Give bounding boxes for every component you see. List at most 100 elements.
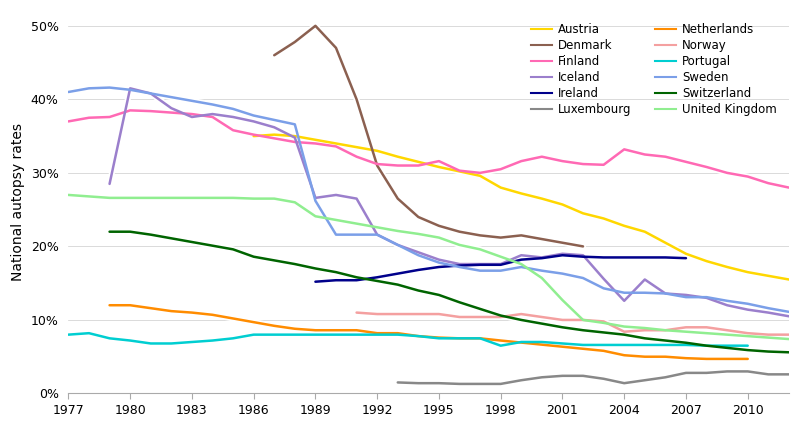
- Line: Switzerland: Switzerland: [110, 232, 789, 352]
- Iceland: [702, 295, 711, 300]
- Netherlands: [599, 348, 609, 354]
- Austria: [681, 251, 690, 256]
- Norway: [743, 330, 753, 336]
- United Kingdom: [454, 242, 464, 247]
- Netherlands: [640, 354, 650, 359]
- Finland: [722, 170, 732, 175]
- Netherlands: [372, 330, 382, 336]
- Portugal: [187, 339, 197, 345]
- Portugal: [537, 339, 546, 345]
- Legend: Austria, Denmark, Finland, Iceland, Ireland, Luxembourg, Netherlands, Norway, Po: Austria, Denmark, Finland, Iceland, Irel…: [525, 17, 783, 122]
- Netherlands: [126, 303, 135, 308]
- Iceland: [578, 253, 588, 258]
- Netherlands: [434, 335, 444, 340]
- Ireland: [434, 265, 444, 270]
- Austria: [661, 240, 670, 245]
- Finland: [763, 181, 773, 186]
- Sweden: [578, 276, 588, 281]
- United Kingdom: [743, 333, 753, 339]
- Portugal: [126, 338, 135, 343]
- United Kingdom: [763, 335, 773, 340]
- Netherlands: [661, 354, 670, 359]
- Norway: [414, 312, 423, 317]
- Iceland: [146, 91, 155, 96]
- Luxembourg: [578, 373, 588, 378]
- Netherlands: [743, 357, 753, 362]
- Luxembourg: [702, 370, 711, 375]
- Iceland: [372, 232, 382, 237]
- Iceland: [640, 277, 650, 282]
- Portugal: [578, 342, 588, 348]
- Austria: [599, 216, 609, 221]
- Sweden: [454, 265, 464, 270]
- Finland: [146, 109, 155, 114]
- Ireland: [599, 255, 609, 260]
- Portugal: [228, 336, 238, 341]
- Ireland: [414, 268, 423, 273]
- Luxembourg: [537, 375, 546, 380]
- Finland: [331, 144, 341, 149]
- Sweden: [146, 91, 155, 96]
- Portugal: [352, 332, 362, 337]
- Portugal: [743, 343, 753, 348]
- Sweden: [537, 268, 546, 273]
- Sweden: [743, 301, 753, 306]
- United Kingdom: [63, 192, 73, 197]
- Finland: [681, 159, 690, 164]
- Line: Denmark: Denmark: [274, 26, 583, 247]
- Luxembourg: [454, 381, 464, 386]
- Netherlands: [166, 309, 176, 314]
- Denmark: [270, 53, 279, 58]
- Finland: [640, 152, 650, 157]
- Netherlands: [146, 306, 155, 311]
- Switzerland: [702, 343, 711, 348]
- Iceland: [434, 257, 444, 262]
- Switzerland: [331, 270, 341, 275]
- Sweden: [681, 294, 690, 300]
- Denmark: [372, 163, 382, 168]
- Finland: [537, 154, 546, 159]
- Norway: [661, 328, 670, 333]
- Luxembourg: [784, 372, 794, 377]
- Portugal: [475, 336, 485, 341]
- Netherlands: [702, 357, 711, 362]
- Sweden: [558, 271, 567, 276]
- Denmark: [310, 23, 320, 28]
- United Kingdom: [414, 232, 423, 237]
- Finland: [475, 170, 485, 175]
- United Kingdom: [619, 324, 629, 329]
- Luxembourg: [681, 370, 690, 375]
- Finland: [63, 119, 73, 124]
- Denmark: [475, 233, 485, 238]
- Sweden: [208, 102, 218, 107]
- Netherlands: [249, 320, 258, 325]
- Netherlands: [475, 336, 485, 341]
- Switzerland: [208, 243, 218, 248]
- Finland: [352, 154, 362, 159]
- United Kingdom: [640, 325, 650, 330]
- Norway: [434, 312, 444, 317]
- Ireland: [681, 256, 690, 261]
- Finland: [208, 114, 218, 119]
- Switzerland: [372, 278, 382, 283]
- Netherlands: [454, 336, 464, 341]
- Luxembourg: [763, 372, 773, 377]
- Iceland: [454, 262, 464, 267]
- Portugal: [105, 336, 114, 341]
- Finland: [661, 154, 670, 159]
- Sweden: [126, 87, 135, 92]
- Ireland: [496, 262, 506, 268]
- Iceland: [661, 291, 670, 296]
- Austria: [537, 196, 546, 201]
- Iceland: [270, 125, 279, 130]
- Switzerland: [249, 254, 258, 259]
- Portugal: [63, 332, 73, 337]
- Portugal: [661, 342, 670, 348]
- Switzerland: [454, 300, 464, 305]
- Norway: [352, 310, 362, 315]
- United Kingdom: [702, 330, 711, 336]
- Iceland: [475, 262, 485, 267]
- Switzerland: [105, 229, 114, 234]
- Denmark: [558, 240, 567, 245]
- Sweden: [599, 286, 609, 291]
